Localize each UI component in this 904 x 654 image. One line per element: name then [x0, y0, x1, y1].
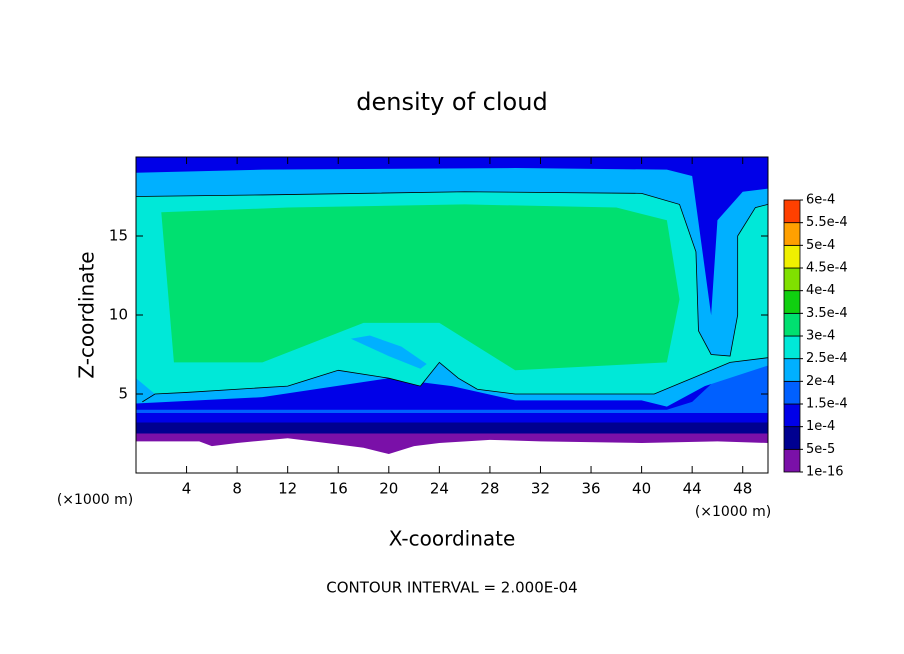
colorbar-label: 2.5e-4: [806, 351, 848, 366]
colorbar-label: 4e-4: [806, 283, 835, 298]
colorbar-box: [783, 199, 801, 224]
y-tick-label: 5: [118, 385, 128, 403]
y-axis-label: Z-coordinate: [75, 251, 99, 378]
colorbar-box: [783, 335, 801, 360]
contour-line: [142, 357, 768, 403]
colorbar-label: 1.5e-4: [806, 397, 848, 412]
colorbar-box: [783, 244, 801, 269]
y-tick-label: 15: [109, 227, 128, 245]
colorbar-box: [783, 426, 801, 450]
colorbar-label: 5e-4: [806, 238, 835, 253]
colorbar-label: 2e-4: [806, 374, 835, 389]
x-tick-label: 8: [232, 480, 242, 498]
contour-region: [350, 335, 427, 369]
x-tick-label: 20: [379, 480, 398, 498]
colorbar-box: [783, 380, 801, 405]
x-tick-label: 44: [683, 480, 702, 498]
contour-region: [161, 204, 680, 371]
contour-line: [136, 191, 768, 357]
colorbar-box: [783, 290, 801, 314]
x-tick-label: 36: [581, 480, 600, 498]
colorbar-label: 3.5e-4: [806, 306, 848, 321]
x-tick-label: 12: [278, 480, 297, 498]
chart-title: density of cloud: [356, 88, 547, 116]
x-tick-label: 24: [430, 480, 449, 498]
colorbar-label: 1e-4: [806, 419, 835, 434]
x-tick-label: 28: [480, 480, 499, 498]
colorbar-box: [783, 267, 801, 292]
colorbar-box: [783, 312, 801, 337]
colorbar-label: 5.5e-4: [806, 215, 848, 230]
x-axis-label: X-coordinate: [389, 527, 516, 551]
x-tick-label: 32: [531, 480, 550, 498]
x-tick-label: 48: [733, 480, 752, 498]
colorbar-label: 4.5e-4: [806, 261, 848, 276]
y-tick-label: 10: [109, 306, 128, 324]
colorbar-box: [783, 448, 801, 473]
x-unit-label: (×1000 m): [695, 504, 771, 520]
x-tick-label: 40: [632, 480, 651, 498]
colorbar-box: [783, 358, 801, 382]
y-unit-label: (×1000 m): [57, 492, 133, 508]
colorbar-label: 6e-4: [806, 193, 835, 208]
colorbar-box: [783, 403, 801, 428]
colorbar-box: [783, 222, 801, 246]
footnote: CONTOUR INTERVAL = 2.000E-04: [326, 579, 577, 597]
colorbar-label: 3e-4: [806, 329, 835, 344]
colorbar-label: 1e-16: [806, 465, 844, 480]
contour-region: [136, 194, 768, 413]
x-tick-label: 16: [329, 480, 348, 498]
x-tick-label: 4: [182, 480, 192, 498]
colorbar-label: 5e-5: [806, 442, 835, 457]
